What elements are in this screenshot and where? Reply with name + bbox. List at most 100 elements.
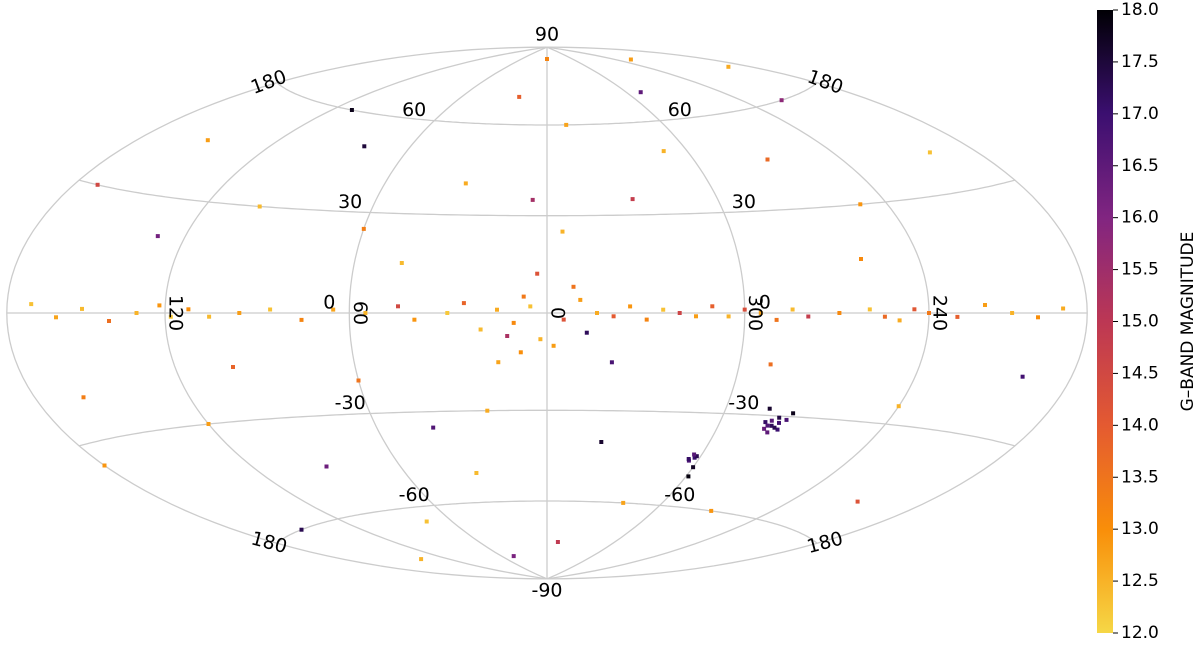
lat-label: 30 (338, 191, 362, 213)
star (155, 234, 160, 239)
star (564, 122, 569, 127)
star (692, 455, 697, 460)
star (767, 406, 772, 411)
star (424, 519, 429, 524)
colorbar-tick-label: 17.0 (1121, 104, 1159, 124)
star (775, 427, 780, 432)
star (538, 337, 543, 342)
star (545, 57, 549, 61)
star (837, 311, 842, 315)
star (528, 304, 533, 309)
star (207, 314, 212, 319)
star (495, 307, 499, 312)
star (710, 304, 715, 309)
star (779, 98, 784, 103)
star (595, 311, 599, 315)
star (896, 404, 901, 409)
star (551, 343, 556, 348)
star (571, 284, 576, 289)
parallel (276, 82, 818, 126)
lat-label: -60 (664, 484, 695, 506)
lat-label: 0 (759, 292, 771, 314)
lon-label: 180 (248, 66, 290, 99)
star (1010, 311, 1015, 315)
star (599, 440, 604, 444)
star (478, 327, 483, 332)
colorbar-tick-label: 14.0 (1121, 415, 1159, 435)
colorbar: 12.0 12.5 13.0 13.5 14.0 14.5 15.0 15.5 16.0 16.5… (1097, 0, 1198, 643)
colorbar-tick-label: 14.5 (1121, 363, 1159, 383)
star (518, 350, 523, 355)
star (758, 311, 763, 315)
star (694, 454, 699, 459)
lat-label: 0 (323, 292, 335, 314)
star (611, 314, 616, 319)
star (555, 540, 560, 544)
star (356, 378, 361, 383)
star (445, 311, 450, 315)
star (463, 181, 468, 186)
colorbar-tick-label: 13.0 (1121, 519, 1159, 539)
colorbar-tick-label: 16.5 (1121, 156, 1159, 176)
star (535, 271, 540, 276)
star (511, 554, 516, 559)
star (762, 426, 767, 431)
star (474, 471, 479, 475)
star (983, 303, 987, 307)
star (324, 464, 329, 469)
star (157, 303, 162, 308)
lat-label: -90 (531, 579, 562, 601)
lon-label: 240 (929, 295, 951, 331)
lon-label: 180 (249, 527, 290, 558)
star (299, 317, 304, 322)
star (349, 108, 354, 112)
star (1036, 315, 1040, 320)
star (431, 425, 436, 430)
star (362, 144, 367, 149)
star (769, 418, 774, 423)
star (742, 307, 747, 312)
star (609, 360, 614, 365)
star (927, 311, 931, 315)
star (867, 307, 872, 312)
star (806, 314, 811, 319)
star (882, 314, 887, 319)
star (331, 307, 336, 312)
lat-label: 90 (535, 24, 559, 46)
parallel (78, 179, 1016, 217)
star (168, 314, 173, 319)
star (80, 306, 84, 311)
star (763, 420, 768, 425)
star (726, 64, 731, 69)
star (81, 395, 86, 400)
star (361, 226, 366, 231)
star (777, 415, 782, 420)
star (231, 365, 235, 369)
star (765, 423, 770, 428)
star (768, 362, 773, 367)
star (268, 307, 273, 312)
colorbar-label: G–BAND MAGNITUDE (1178, 232, 1198, 412)
star (858, 202, 863, 207)
lat-label: -60 (399, 484, 430, 506)
star (496, 360, 501, 365)
star (186, 307, 191, 312)
star (628, 304, 633, 309)
colorbar-tick-label: 12.0 (1121, 623, 1159, 643)
star (765, 157, 770, 162)
lat-label: 60 (402, 99, 426, 121)
star (505, 334, 510, 338)
lon-label: 120 (165, 295, 187, 331)
colorbar-tick-label: 18.0 (1121, 0, 1159, 20)
star (584, 330, 589, 335)
star (955, 314, 960, 319)
star (677, 311, 682, 315)
star (419, 557, 424, 562)
star (927, 150, 932, 155)
star (694, 314, 698, 319)
star (107, 319, 111, 323)
colorbar-scale (1097, 10, 1113, 633)
star (621, 500, 626, 505)
star (1061, 306, 1066, 311)
